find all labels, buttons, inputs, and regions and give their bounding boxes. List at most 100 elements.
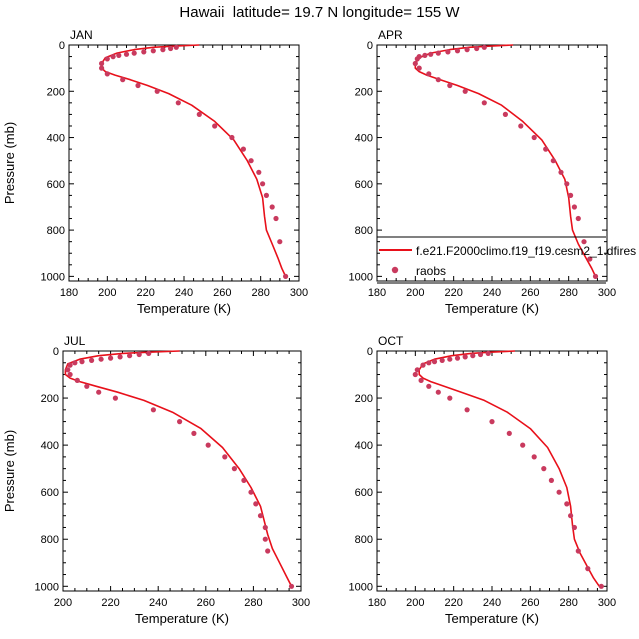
panel-jul-obs-point: [79, 359, 85, 365]
panel-jul-xtick-label: 220: [101, 597, 119, 609]
panel-oct-obs-point: [556, 489, 562, 495]
panel-oct-obs-point: [585, 566, 591, 572]
panel-jan-ytick-label: 0: [59, 40, 65, 52]
panel-jul-obs-point: [67, 362, 73, 368]
panel-jul-obs-point: [65, 367, 71, 373]
panel-oct-obs-point: [426, 360, 432, 366]
panel-jul-obs-point: [96, 389, 102, 395]
panel-apr-obs-point: [518, 123, 524, 129]
panel-apr-obs-point: [445, 49, 451, 55]
panel-oct-obs-point: [418, 377, 424, 383]
panel-oct-obs-point: [568, 513, 574, 519]
panel-oct-xtick-label: 180: [368, 597, 386, 609]
panel-apr-obs-point: [575, 215, 581, 222]
panel-oct-obs-point: [489, 419, 495, 425]
panel-jan-obs-point: [104, 56, 110, 62]
panel-jan-obs-point: [120, 77, 126, 83]
legend: f.e21.F2000climo.f19_f19.cesm2_1.dfires …: [377, 236, 636, 284]
panel-jul-xtick-label: 240: [149, 597, 167, 609]
legend-obs-marker: [391, 266, 399, 274]
panel-oct-obs-point: [548, 477, 555, 483]
panel-oct-obs-point: [598, 583, 604, 589]
panel-apr-xtick-label: 200: [406, 287, 424, 299]
panel-jul-obs-point: [112, 395, 118, 401]
panel-apr-obs-point: [481, 44, 487, 50]
panel-jan-obs-point: [168, 45, 174, 52]
panel-oct-obs-point: [575, 548, 581, 554]
panel-jul-obs-point: [67, 371, 73, 378]
panel-jan-obs-point: [135, 82, 141, 89]
panel-jul-ytick-label: 0: [53, 346, 59, 358]
panel-oct-obs-point: [414, 367, 420, 373]
panel-jan-model-line: [100, 44, 287, 277]
panel-apr-obs-point: [447, 82, 453, 89]
panel-jul-xtick-label: 280: [244, 597, 262, 609]
panel-apr-ytick-label: 200: [355, 86, 373, 98]
panel-jul-ytick-label: 200: [41, 393, 59, 405]
figure-title: Hawaii latitude= 19.7 N longitude= 155 W: [179, 4, 460, 21]
panel-apr-xlabel: Temperature (K): [445, 301, 539, 316]
panel-jul-xtick-label: 260: [197, 597, 215, 609]
panel-apr-ytick-label: 400: [355, 133, 373, 145]
panel-apr-obs-point: [568, 192, 574, 198]
panel-oct-xtick-label: 300: [598, 597, 616, 609]
panel-jul-obs-point: [253, 501, 259, 507]
panel-oct-obs-point: [520, 442, 526, 448]
panel-apr-ytick-label: 600: [355, 179, 373, 191]
panel-jan-ytick-label: 400: [47, 133, 65, 145]
panel-oct-obs-point: [531, 454, 537, 460]
panel-jan-title: JAN: [70, 28, 93, 42]
panel-jan-obs-point: [104, 71, 110, 77]
panel-jan-obs-point: [160, 47, 166, 53]
panel-oct-obs-point: [477, 351, 484, 358]
panel-jan-obs-point: [212, 123, 218, 129]
panel-apr-obs-point: [462, 88, 468, 94]
panel-oct-obs-point: [571, 524, 578, 531]
panel-jan-ytick-label: 600: [47, 179, 65, 191]
panel-jan-obs-point: [248, 158, 254, 164]
panel-jul-obs-point: [136, 351, 142, 358]
panel-jan-obs-point: [123, 51, 130, 57]
panel-jul-obs-point: [150, 407, 156, 413]
panel-jan-obs-point: [273, 215, 279, 222]
panel-jan-obs-point: [175, 100, 181, 106]
panel-oct-obs-point: [506, 430, 512, 436]
panel-jan-obs-point: [99, 60, 105, 67]
panel-apr-ytick-label: 1000: [349, 271, 373, 283]
panel-jul-obs-point: [288, 583, 295, 589]
panel-apr-obs-point: [435, 50, 441, 56]
panel-oct-xtick-label: 220: [444, 597, 462, 609]
panel-jan: 180 200 220 240 260 280 300 0 200 400 600 800 1000 JA…: [2, 28, 308, 316]
panel-jul-ytick-label: 600: [41, 487, 59, 499]
panel-jul-xtick-label: 200: [54, 597, 72, 609]
panel-oct-obs-point: [447, 395, 453, 401]
panel-jan-obs-point: [110, 54, 116, 60]
legend-obs-label: raobs: [416, 264, 446, 278]
panel-oct-model-line: [418, 350, 600, 587]
panel-oct-obs-point: [485, 350, 491, 356]
panel-apr-obs-point: [502, 111, 508, 117]
panel-apr-obs-point: [474, 45, 480, 52]
panel-jan-xtick-label: 200: [98, 287, 116, 299]
panel-jan-ytick-label: 200: [47, 86, 65, 98]
panel-apr-obs-point: [543, 146, 549, 152]
panel-jul-obs-point: [222, 454, 228, 460]
panel-jan-obs-point: [99, 65, 105, 71]
panel-jan-obs-point: [277, 239, 283, 245]
panel-apr-xtick-label: 280: [559, 287, 577, 299]
panel-jan-frame: [68, 44, 300, 282]
panel-apr-ytick-label: 0: [367, 40, 373, 52]
panel-jan-obs-point: [240, 146, 246, 152]
panel-jan-obs-point: [173, 44, 179, 50]
panel-oct-obs-point: [470, 353, 476, 359]
panel-jul-ytick-label: 400: [41, 440, 59, 452]
panel-jul-obs-point: [72, 360, 78, 366]
panel-apr-obs-point: [435, 77, 441, 83]
panel-jan-obs-point: [150, 48, 156, 54]
panel-jan-xtick-label: 220: [136, 287, 154, 299]
panel-apr: 180 200 220 240 260 280 300 0 200 400 600 800 1000 AP…: [349, 28, 617, 316]
panel-oct-obs-point: [541, 466, 547, 472]
panel-apr-title: APR: [378, 28, 403, 42]
panel-jul-xtick-label: 300: [292, 597, 310, 609]
